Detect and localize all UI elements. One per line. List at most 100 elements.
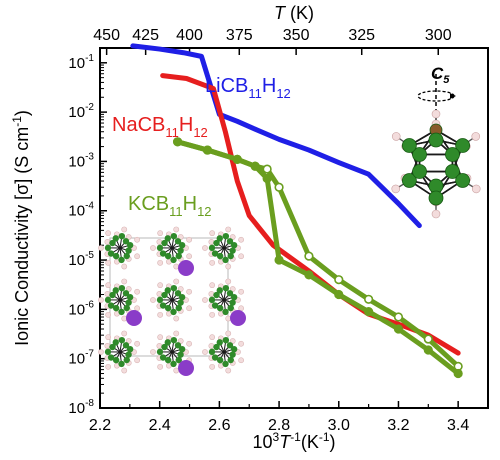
series-point-2 — [274, 182, 284, 192]
potassium-ion — [178, 260, 194, 276]
boron-atom — [164, 356, 172, 364]
hydrogen-atom — [238, 253, 245, 260]
hydrogen-atom — [98, 297, 104, 303]
boron-atom — [170, 232, 178, 240]
boron-atom — [227, 304, 234, 312]
series-point-3 — [364, 307, 374, 317]
series-label-k: KCB11H12 — [128, 193, 212, 219]
boron-atom — [230, 293, 238, 301]
boron-atom — [112, 339, 119, 346]
boron-atom — [213, 291, 220, 299]
boron-atom — [164, 252, 172, 260]
y-tick-label: 10-7 — [68, 349, 94, 368]
boron-atom — [230, 241, 238, 249]
boron-atom — [118, 336, 126, 344]
boron-atom — [428, 132, 444, 148]
hydrogen-atom — [209, 334, 216, 341]
boron-atom — [159, 250, 167, 257]
hydrogen-atom — [156, 291, 163, 297]
y-tick-label: 10-4 — [68, 201, 94, 220]
hydrogen-atom — [150, 349, 156, 355]
boron-atom — [122, 342, 130, 349]
hydrogen-atom — [186, 253, 193, 260]
boron-atom — [213, 343, 220, 351]
hydrogen-atom — [391, 184, 401, 194]
boron-atom — [222, 308, 229, 316]
boron-atom — [156, 244, 164, 252]
boron-atom — [170, 360, 177, 368]
boron-atom — [156, 348, 164, 356]
boron-atom — [174, 342, 182, 349]
series-line-0 — [130, 43, 422, 229]
boron-atom — [159, 354, 167, 361]
boron-atom — [123, 356, 130, 364]
arrow-head-icon — [450, 93, 456, 99]
boron-atom — [216, 287, 223, 294]
boron-atom — [170, 308, 177, 316]
y-tick-label: 10-2 — [68, 102, 94, 121]
plot-frame — [99, 47, 489, 409]
boron-atom — [445, 147, 460, 162]
y-axis: 10-8 10-7 10-6 10-5 10-4 10-3 10-2 10-1 — [68, 53, 107, 417]
boron-atom — [428, 190, 444, 206]
hydrogen-atom — [208, 239, 215, 245]
series-point-3 — [202, 145, 213, 155]
hydrogen-atom — [134, 305, 141, 312]
top-tick-label: 450 — [93, 27, 120, 44]
hydrogen-atom — [98, 245, 104, 251]
top-tick-label: 325 — [348, 27, 375, 44]
boron-atom — [213, 239, 220, 247]
boron-atom — [208, 348, 216, 356]
boron-atom — [122, 238, 130, 245]
hydrogen-atom — [105, 282, 112, 289]
hydrogen-atom — [157, 230, 164, 237]
hydrogen-atom — [157, 282, 164, 289]
boron-atom — [112, 356, 120, 364]
boron-atom — [174, 290, 182, 297]
boron-atom — [226, 342, 234, 349]
boron-atom — [104, 244, 112, 252]
boron-atom — [107, 302, 115, 309]
hydrogen-atom — [105, 311, 112, 318]
series-point-2 — [364, 294, 374, 304]
boron-atom — [118, 308, 125, 316]
hydrogen-atom — [209, 230, 216, 237]
boron-atom — [412, 147, 427, 162]
hydrogen-atom — [173, 315, 180, 322]
boron-atom — [164, 304, 172, 312]
boron-atom — [107, 250, 115, 257]
series-point-2 — [304, 251, 314, 261]
y-tick-label: 10-6 — [68, 299, 94, 318]
boron-atom — [401, 173, 417, 188]
hydrogen-atom — [186, 340, 193, 347]
hydrogen-atom — [98, 349, 104, 355]
boron-atom — [112, 235, 119, 242]
boron-atom — [455, 173, 471, 188]
hydrogen-atom — [150, 245, 156, 251]
potassium-ion — [178, 360, 194, 376]
boron-atom — [126, 293, 134, 301]
hydrogen-atom — [134, 340, 141, 347]
hydrogen-atom — [202, 245, 208, 251]
hydrogen-atom — [105, 334, 112, 341]
hydrogen-atom — [225, 226, 232, 233]
y-tick-label: 10-1 — [68, 53, 94, 72]
hydrogen-atom — [471, 132, 481, 141]
boron-atom — [125, 351, 132, 358]
hydrogen-atom — [208, 291, 215, 297]
boron-atom — [164, 339, 171, 346]
series-point-2 — [334, 275, 344, 285]
boron-atom — [177, 247, 184, 254]
top-tick-label: 300 — [425, 27, 452, 44]
hydrogen-atom — [157, 259, 164, 266]
series-point-3 — [423, 345, 433, 355]
hydrogen-atom — [173, 278, 180, 285]
hydrogen-atom — [209, 259, 216, 266]
hydrogen-atom — [134, 236, 141, 243]
boron-atom — [208, 244, 216, 252]
series-line-3 — [175, 139, 461, 377]
boron-atom — [126, 241, 134, 249]
x-tick-label: 2.2 — [89, 417, 111, 434]
boron-atom — [170, 284, 178, 292]
hydrogen-atom — [134, 253, 141, 260]
